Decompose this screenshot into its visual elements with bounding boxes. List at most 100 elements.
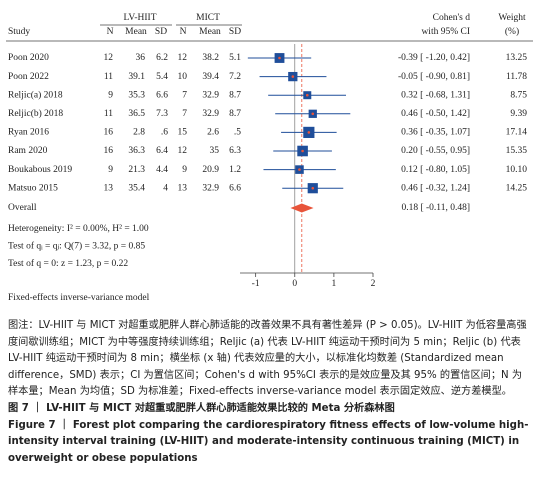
table-cell: 21.3 [128,165,145,175]
col-header: SD [229,27,241,37]
col-header: Mean [199,27,221,37]
table-cell: 5.1 [229,53,241,63]
study-label: Matsuo 2015 [8,183,58,193]
x-tick-label: -1 [252,279,260,289]
table-cell: 1.2 [229,165,241,175]
overall-label: Overall [8,203,37,213]
table-cell: 8.7 [229,109,241,119]
study-label: Reljic(a) 2018 [8,89,63,100]
caption: 图注：LV-HIIT 与 MICT 对超重或肥胖人群心肺适能的改善效果不具有著性… [8,318,532,467]
table-cell: 36.5 [128,109,145,119]
model-note: Fixed-effects inverse-variance model [8,292,150,303]
table-cell: .6 [161,128,168,138]
table-cell: 2.8 [133,128,145,138]
effect-label: 0.18 [ -0.11, 0.48] [401,203,470,213]
effect-header: with 95% CI [421,27,470,37]
group-header: LV-HIIT [123,13,156,23]
table-cell: 8.7 [229,90,241,100]
weight-label: 10.10 [506,165,528,175]
study-header: Study [8,27,30,37]
weight-header: (%) [505,26,519,37]
table-cell: 4 [163,183,168,193]
table-cell: 7 [182,109,187,119]
study-label: Reljic(b) 2018 [8,108,63,119]
table-cell: 5.4 [156,72,168,82]
table-cell: 11 [104,109,113,119]
col-header: SD [155,27,167,37]
table-cell: 16 [104,146,114,156]
table-cell: 35.4 [128,183,145,193]
chart: LV-HIIT MICT Cohen's d with 95% CI Weigh… [6,13,533,303]
weight-label: 14.25 [506,183,528,193]
table-cell: 32.9 [202,90,219,100]
study-label: Ryan 2016 [8,128,49,138]
table-cell: 35 [210,146,220,156]
study-point [278,56,281,60]
study-label: Poon 2020 [8,53,49,63]
group-header: MICT [196,13,220,23]
table-cell: 36 [136,53,146,63]
table-cell: 13 [104,183,114,193]
stat-line: Test of q = 0: z = 1.23, p = 0.22 [8,258,128,269]
study-label: Poon 2022 [8,72,49,82]
effect-header: Cohen's d [433,13,471,23]
study-label: Ram 2020 [8,146,48,156]
table-cell: 9 [108,90,113,100]
effect-label: 0.20 [ -0.55, 0.95] [401,146,470,156]
study-point [301,149,304,153]
overall-diamond [290,203,314,213]
table-cell: 4.4 [156,165,168,175]
table-cell: 10 [178,72,188,82]
weight-label: 17.14 [506,128,528,138]
table-cell: 11 [104,72,113,82]
table-cell: 36.3 [128,146,145,156]
weight-label: 13.25 [506,53,528,63]
caption-note: 图注：LV-HIIT 与 MICT 对超重或肥胖人群心肺适能的改善效果不具有著性… [8,320,527,398]
table-cell: .5 [234,128,241,138]
effect-label: 0.12 [ -0.80, 1.05] [401,165,470,175]
table-cell: 39.4 [202,72,219,82]
weight-label: 11.78 [506,72,527,82]
table-cell: 9 [108,165,113,175]
table-cell: 7.2 [229,72,241,82]
weight-header: Weight [498,13,526,23]
stat-line: Test of qᵢ = qⱼ: Q(7) = 3.32, p = 0.85 [8,241,145,252]
table-cell: 32.9 [202,183,219,193]
table-cell: 39.1 [128,72,145,82]
effect-label: -0.39 [ -1.20, 0.42] [398,53,470,63]
table-cell: 6.2 [156,53,168,63]
stat-line: Heterogeneity: I² = 0.00%, H² = 1.00 [8,224,149,234]
effect-label: -0.05 [ -0.90, 0.81] [398,72,470,82]
study-point [311,112,315,116]
study-point [305,93,309,97]
x-tick-label: 2 [371,279,376,289]
table-cell: 7.3 [156,109,168,119]
col-header: Mean [125,27,147,37]
table-cell: 12 [178,146,188,156]
table-cell: 6.3 [229,146,241,156]
study-point [307,131,311,134]
x-tick-label: 0 [292,279,297,289]
table-cell: 6.6 [156,90,168,100]
caption-title-cn: 图 7 ｜ LV-HIIT 与 MICT 对超重或肥胖人群心肺适能效果比较的 M… [8,402,395,414]
study-point [291,75,295,78]
table-cell: 35.3 [128,90,145,100]
table-cell: 7 [182,90,187,100]
table-cell: 6.6 [229,183,241,193]
table-cell: 6.4 [156,146,168,156]
weight-label: 9.39 [510,109,527,119]
x-tick-label: 1 [332,279,337,289]
caption-title-en: Figure 7 ｜ Forest plot comparing the car… [8,419,529,464]
table-cell: 9 [182,165,187,175]
study-point [311,186,315,190]
table-cell: 16 [104,128,114,138]
effect-label: 0.32 [ -0.68, 1.31] [401,90,470,100]
weight-label: 15.35 [506,146,528,156]
study-label: Boukabous 2019 [8,165,72,175]
table-cell: 2.6 [207,128,219,138]
table-cell: 12 [104,53,114,63]
table-cell: 12 [178,53,188,63]
table-cell: 20.9 [202,165,219,175]
effect-label: 0.46 [ -0.50, 1.42] [401,109,470,119]
